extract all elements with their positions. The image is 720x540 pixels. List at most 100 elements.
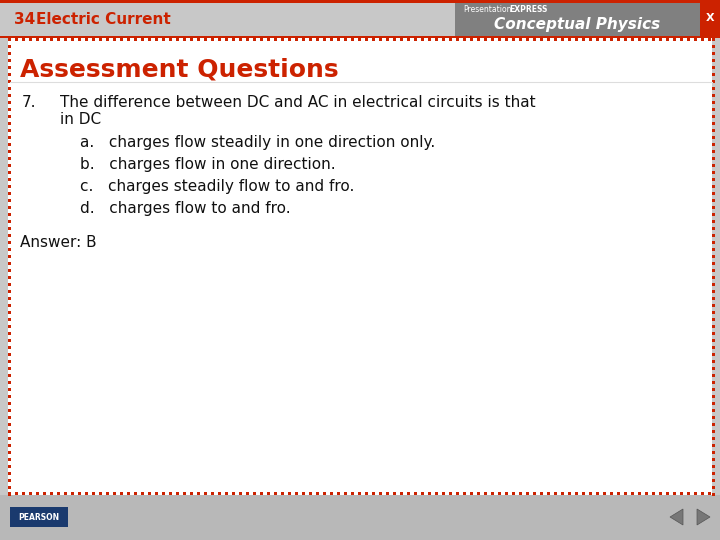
Bar xyxy=(309,38,312,41)
Bar xyxy=(680,38,683,41)
Bar xyxy=(8,136,11,139)
Text: The difference between DC and AC in electrical circuits is that: The difference between DC and AC in elec… xyxy=(60,95,536,110)
Bar xyxy=(477,492,480,495)
Bar xyxy=(8,52,11,55)
Bar xyxy=(540,38,543,41)
Text: Presentation: Presentation xyxy=(463,5,511,15)
Bar xyxy=(712,493,715,496)
Bar xyxy=(712,38,715,41)
Bar xyxy=(8,227,11,230)
Bar xyxy=(281,38,284,41)
Bar xyxy=(10,507,68,527)
Bar xyxy=(708,38,711,41)
Bar xyxy=(57,38,60,41)
Bar xyxy=(8,171,11,174)
Bar xyxy=(316,38,319,41)
Bar xyxy=(414,38,417,41)
Bar xyxy=(8,80,11,83)
Bar xyxy=(8,38,712,495)
Bar xyxy=(8,388,11,391)
Bar xyxy=(106,38,109,41)
Bar xyxy=(547,38,550,41)
Bar xyxy=(8,290,11,293)
Bar xyxy=(8,164,11,167)
Bar xyxy=(712,472,715,475)
Bar xyxy=(8,472,11,475)
Bar xyxy=(183,38,186,41)
Bar xyxy=(8,192,11,195)
Bar xyxy=(505,38,508,41)
Bar xyxy=(712,290,715,293)
Bar xyxy=(449,38,452,41)
Bar xyxy=(712,73,715,76)
Bar xyxy=(645,38,648,41)
Bar xyxy=(712,129,715,132)
Bar xyxy=(113,492,116,495)
Bar xyxy=(712,199,715,202)
Bar xyxy=(92,38,95,41)
Bar xyxy=(393,492,396,495)
Bar xyxy=(8,73,11,76)
Bar xyxy=(8,423,11,426)
Bar xyxy=(379,492,382,495)
Bar xyxy=(712,444,715,447)
Bar xyxy=(204,492,207,495)
Bar xyxy=(712,115,715,118)
Bar xyxy=(712,52,715,55)
Bar xyxy=(712,283,715,286)
Bar xyxy=(712,171,715,174)
Bar xyxy=(120,38,123,41)
Bar xyxy=(442,38,445,41)
Bar xyxy=(712,59,715,62)
Bar xyxy=(712,465,715,468)
Bar xyxy=(712,479,715,482)
Bar xyxy=(589,38,592,41)
Bar xyxy=(43,38,46,41)
Bar xyxy=(295,492,298,495)
Bar xyxy=(712,304,715,307)
Bar xyxy=(8,402,11,405)
Bar xyxy=(85,492,88,495)
Bar xyxy=(50,492,53,495)
Bar xyxy=(666,492,669,495)
Bar xyxy=(8,262,11,265)
Bar xyxy=(225,492,228,495)
Bar xyxy=(295,38,298,41)
Bar xyxy=(253,492,256,495)
Bar xyxy=(512,492,515,495)
Bar xyxy=(8,451,11,454)
Bar xyxy=(99,492,102,495)
Bar xyxy=(442,492,445,495)
Bar xyxy=(190,38,193,41)
Bar xyxy=(435,38,438,41)
Bar xyxy=(8,66,11,69)
Bar xyxy=(155,492,158,495)
Bar xyxy=(120,492,123,495)
Bar xyxy=(267,38,270,41)
Bar xyxy=(8,325,11,328)
Bar xyxy=(712,437,715,440)
Bar xyxy=(526,38,529,41)
Bar xyxy=(197,38,200,41)
Bar xyxy=(15,38,18,41)
Bar xyxy=(547,492,550,495)
Bar xyxy=(659,38,662,41)
Bar xyxy=(712,367,715,370)
Bar xyxy=(712,374,715,377)
Bar xyxy=(8,255,11,258)
Bar xyxy=(274,492,277,495)
Bar xyxy=(463,38,466,41)
Bar xyxy=(8,374,11,377)
Bar xyxy=(470,492,473,495)
Bar xyxy=(8,283,11,286)
Bar xyxy=(712,353,715,356)
Text: in DC: in DC xyxy=(60,112,101,127)
Bar xyxy=(358,38,361,41)
Bar xyxy=(8,234,11,237)
Bar xyxy=(456,492,459,495)
Bar xyxy=(477,38,480,41)
Bar xyxy=(8,38,11,41)
Bar xyxy=(260,492,263,495)
Bar xyxy=(8,486,11,489)
Bar xyxy=(712,227,715,230)
